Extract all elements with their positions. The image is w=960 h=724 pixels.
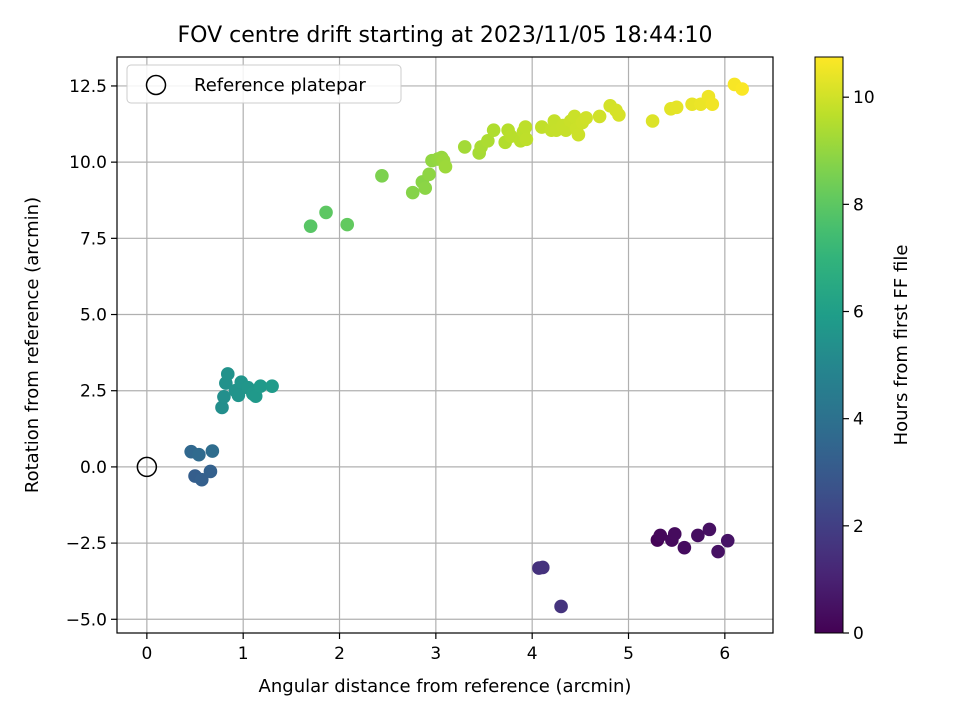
data-point (518, 120, 533, 134)
data-points (184, 77, 749, 614)
data-point (720, 533, 735, 548)
data-point (554, 599, 568, 614)
data-point (253, 379, 268, 393)
colorbar: 0 2 4 6 8 10 Hours from first FF file (814, 56, 912, 644)
colorbar-tick-label: 6 (853, 303, 864, 323)
data-point (319, 205, 333, 220)
y-tick-label: 2.5 (80, 382, 107, 402)
data-point (217, 390, 231, 404)
x-tick-label: 1 (238, 644, 249, 664)
colorbar-tick-label: 0 (853, 624, 864, 644)
data-point (303, 219, 318, 233)
data-point (711, 544, 725, 559)
data-point (418, 181, 433, 195)
data-point (691, 528, 705, 543)
reference-platepar-marker (136, 456, 158, 478)
data-point (438, 159, 453, 174)
y-tick-label: 5.0 (80, 306, 107, 326)
data-point (375, 169, 389, 183)
data-point (248, 389, 263, 404)
data-point (486, 123, 501, 137)
legend-entry-label: Reference platepar (194, 75, 366, 96)
data-point (535, 560, 550, 575)
data-point (705, 97, 720, 112)
colorbar-gradient (814, 56, 844, 634)
colorbar-tick-label: 2 (853, 517, 864, 537)
colorbar-tick-label: 8 (853, 195, 864, 215)
reference-marker-layer (136, 456, 158, 478)
x-axis-label: Angular distance from reference (arcmin) (259, 676, 632, 697)
data-point (220, 367, 235, 381)
y-tick-label: −5.0 (66, 610, 107, 630)
chart-title: FOV centre drift starting at 2023/11/05 … (178, 23, 713, 48)
data-point (481, 134, 495, 148)
data-point (405, 185, 420, 200)
data-point (340, 217, 355, 232)
data-point (519, 132, 534, 147)
colorbar-tick-label: 10 (853, 88, 875, 108)
data-point (592, 109, 607, 124)
data-point (265, 379, 279, 393)
y-tick-label: 0.0 (80, 458, 107, 478)
y-axis-label: Rotation from reference (arcmin) (22, 197, 43, 493)
colorbar-ticks: 0 2 4 6 8 10 (843, 88, 875, 644)
data-point (645, 114, 660, 128)
data-point (215, 400, 229, 415)
data-point (677, 540, 692, 555)
y-tick-label: 12.5 (69, 77, 107, 97)
y-axis-ticks: −5.0 −2.5 0.0 2.5 5.0 7.5 10.0 12.5 (66, 77, 117, 630)
x-axis-ticks: 0 1 2 3 4 5 6 (141, 633, 730, 664)
plot-frame (116, 56, 774, 634)
x-tick-label: 6 (719, 644, 730, 664)
x-tick-label: 4 (527, 644, 538, 664)
legend-box (126, 64, 402, 104)
data-point (702, 522, 717, 537)
data-point (579, 111, 593, 125)
data-point (203, 464, 218, 479)
data-point (653, 528, 668, 543)
x-tick-label: 0 (141, 644, 152, 664)
data-point (669, 100, 684, 115)
data-point (192, 447, 206, 462)
colorbar-tick-label: 4 (853, 410, 864, 430)
data-point (667, 527, 682, 541)
y-tick-label: 10.0 (69, 153, 107, 173)
data-point (422, 167, 436, 182)
colorbar-label: Hours from first FF file (891, 245, 912, 446)
data-point (205, 444, 220, 458)
data-point (457, 140, 472, 154)
y-tick-label: 7.5 (80, 229, 107, 249)
data-point (194, 472, 209, 487)
legend: Reference platepar (126, 64, 402, 104)
x-tick-label: 3 (430, 644, 441, 664)
legend-open-circle-marker (145, 74, 167, 96)
data-point (735, 82, 749, 96)
data-point (612, 108, 626, 122)
x-tick-label: 2 (334, 644, 345, 664)
x-tick-label: 5 (623, 644, 634, 664)
data-point (231, 388, 246, 403)
data-point (571, 127, 586, 142)
y-tick-label: −2.5 (66, 534, 107, 554)
